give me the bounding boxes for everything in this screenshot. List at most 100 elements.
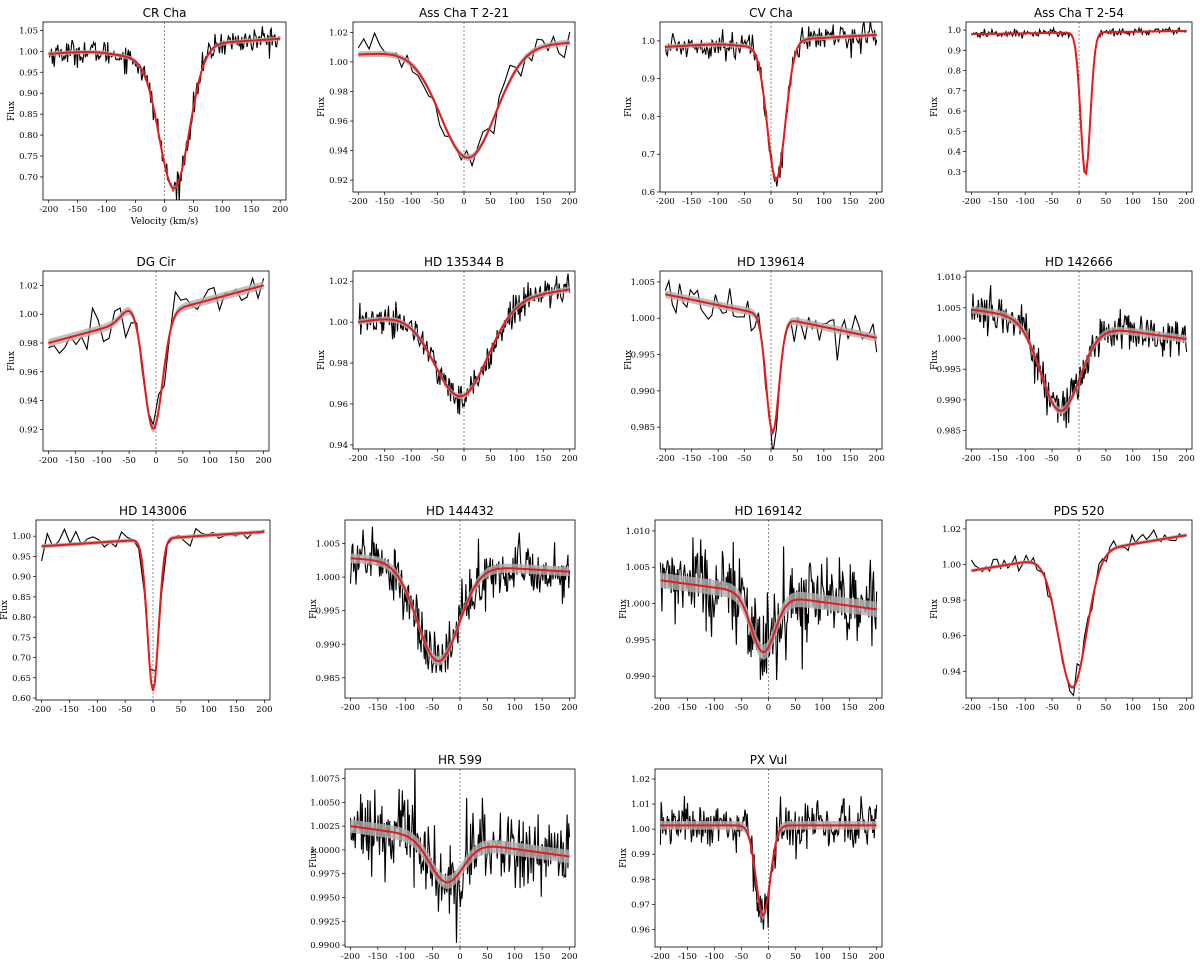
y-tick-label: 0.9900 (310, 941, 340, 951)
x-tick-label: 50 (482, 703, 493, 713)
observed-spectrum-line (659, 537, 878, 681)
x-tick-label: 100 (509, 197, 525, 207)
x-tick-label: -100 (1016, 197, 1035, 207)
y-axis-label: Flux (309, 848, 319, 868)
x-tick-label: -200 (962, 454, 981, 464)
y-tick-label: 1.02 (631, 775, 650, 785)
x-tick-label: -50 (735, 703, 749, 713)
x-tick-label: 0 (457, 703, 462, 713)
x-tick-label: -100 (396, 952, 415, 962)
x-tick-label: 100 (214, 205, 230, 215)
y-tick-label: 0.75 (19, 152, 38, 162)
x-tick-label: -200 (962, 703, 981, 713)
panel-4: -200 -150 -100 -50 0 50 100 150 200 0.92 0.94 0.96 0… (7, 255, 272, 466)
x-tick-label: -200 (656, 454, 675, 464)
x-tick-label: 0 (461, 454, 466, 464)
x-tick-label: 200 (561, 703, 577, 713)
x-tick-label: -150 (66, 456, 85, 466)
y-tick-label: 0.9 (641, 75, 655, 85)
x-tick-label: -150 (989, 703, 1008, 713)
x-tick-label: -50 (738, 197, 752, 207)
x-tick-label: 0 (153, 456, 158, 466)
y-tick-label: 1.010 (937, 273, 961, 283)
y-tick-label: 1.005 (316, 540, 340, 550)
x-tick-label: 150 (534, 952, 550, 962)
y-tick-label: 0.96 (631, 925, 650, 935)
x-tick-label: -150 (678, 703, 697, 713)
x-tick-label: -200 (32, 705, 51, 715)
x-tick-label: -150 (682, 454, 701, 464)
y-tick-label: 1.0075 (310, 775, 340, 785)
y-tick-label: 0.99 (631, 850, 650, 860)
x-tick-label: -150 (60, 705, 79, 715)
y-tick-label: 1.00 (19, 47, 38, 57)
x-tick-label: 200 (272, 205, 288, 215)
x-tick-label: -100 (705, 703, 724, 713)
x-tick-label: -50 (129, 205, 143, 215)
model-uncertainty-band (41, 529, 265, 693)
panel-3: -200 -150 -100 -50 0 50 100 150 200 0.3 0.4 0.5 0.6 0… (930, 6, 1195, 207)
y-tick-label: 1.00 (942, 561, 961, 571)
y-tick-label: 0.6 (641, 188, 655, 198)
y-tick-label: 0.995 (631, 351, 655, 361)
x-tick-label: 50 (188, 205, 199, 215)
y-tick-label: 0.990 (631, 387, 655, 397)
y-tick-label: 0.990 (316, 640, 340, 650)
y-tick-label: 0.98 (329, 87, 348, 97)
y-tick-label: 1.02 (19, 281, 38, 291)
y-axis-label: Flux (309, 599, 319, 619)
x-tick-label: 50 (792, 454, 803, 464)
x-tick-label: 0 (1076, 197, 1081, 207)
panel-1: -200 -150 -100 -50 0 50 100 150 200 0.92 0.94 0.96 0… (317, 6, 578, 207)
x-tick-label: 100 (509, 454, 525, 464)
x-tick-label: 200 (561, 952, 577, 962)
x-tick-label: 200 (868, 952, 884, 962)
y-tick-label: 0.85 (19, 110, 38, 120)
y-tick-label: 0.5 (947, 127, 961, 137)
chart-title: HD 169142 (735, 504, 803, 518)
x-tick-label: 0 (1076, 454, 1081, 464)
x-tick-label: -100 (97, 205, 116, 215)
panel-11: -200 -150 -100 -50 0 50 100 150 200 0.94 0.96 0.98 1… (930, 504, 1195, 713)
x-tick-label: 150 (1152, 197, 1168, 207)
y-tick-label: 0.98 (942, 596, 961, 606)
panel-7: -200 -150 -100 -50 0 50 100 150 200 0.985 0.990 0.9… (930, 255, 1195, 464)
y-tick-label: 1.000 (631, 314, 655, 324)
y-tick-label: 1.05 (19, 26, 38, 36)
model-uncertainty-band (350, 819, 570, 889)
chart-title: CR Cha (143, 6, 187, 20)
y-tick-label: 0.98 (19, 339, 38, 349)
x-tick-label: -100 (402, 197, 421, 207)
y-tick-label: 0.80 (12, 613, 31, 623)
x-tick-label: 0 (766, 952, 771, 962)
chart-title: HR 599 (438, 753, 482, 767)
x-tick-label: 100 (201, 705, 217, 715)
x-tick-label: 100 (816, 454, 832, 464)
x-tick-label: 150 (1152, 703, 1168, 713)
x-tick-label: 0 (461, 197, 466, 207)
y-tick-label: 0.9975 (310, 870, 340, 880)
y-tick-label: 0.95 (19, 68, 38, 78)
y-tick-label: 1.01 (631, 800, 650, 810)
y-tick-label: 0.94 (19, 397, 38, 407)
observed-spectrum-line (659, 795, 878, 930)
x-tick-label: -200 (962, 197, 981, 207)
model-fit-line (41, 530, 265, 691)
y-axis-label: Flux (0, 600, 10, 620)
y-tick-label: 0.60 (12, 694, 31, 704)
model-fit-line (660, 824, 877, 918)
chart-title: DG Cir (137, 255, 176, 269)
x-tick-label: -50 (1045, 454, 1059, 464)
y-axis-label: Flux (619, 599, 629, 619)
x-tick-label: 100 (507, 703, 523, 713)
x-tick-label: -200 (341, 703, 360, 713)
chart-title: HD 142666 (1045, 255, 1113, 269)
x-tick-label: 50 (790, 703, 801, 713)
y-tick-label: 0.9925 (310, 917, 340, 927)
x-tick-label: -150 (375, 197, 394, 207)
x-tick-label: 100 (1125, 454, 1141, 464)
y-axis-label: Flux (624, 97, 634, 117)
y-tick-label: 1.000 (937, 335, 961, 345)
x-tick-label: -50 (735, 952, 749, 962)
chart-title: HD 135344 B (424, 255, 504, 269)
